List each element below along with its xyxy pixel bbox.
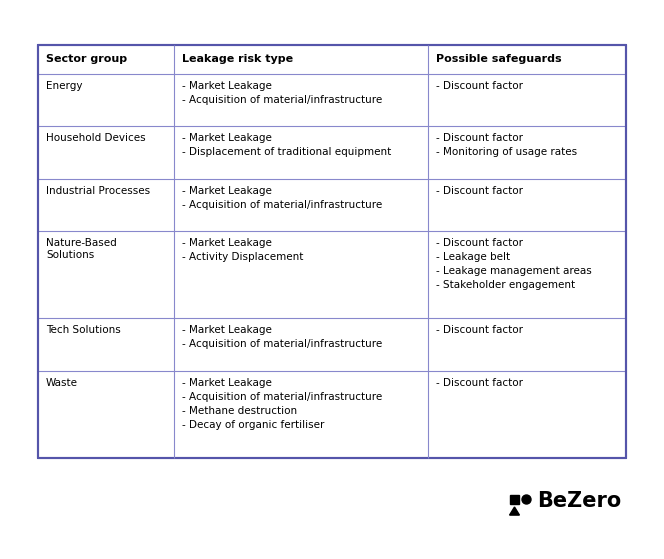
Text: Energy: Energy (46, 80, 82, 91)
Text: Leakage risk type: Leakage risk type (183, 54, 293, 64)
Text: - Market Leakage
- Acquisition of material/infrastructure: - Market Leakage - Acquisition of materi… (183, 325, 382, 349)
Text: - Market Leakage
- Acquisition of material/infrastructure: - Market Leakage - Acquisition of materi… (183, 80, 382, 105)
Text: Tech Solutions: Tech Solutions (46, 325, 121, 335)
Text: - Market Leakage
- Displacement of traditional equipment: - Market Leakage - Displacement of tradi… (183, 133, 392, 157)
Text: - Discount factor: - Discount factor (436, 80, 523, 91)
Text: Household Devices: Household Devices (46, 133, 145, 143)
Text: Nature-Based
Solutions: Nature-Based Solutions (46, 238, 117, 259)
Text: Waste: Waste (46, 378, 78, 387)
Text: - Market Leakage
- Activity Displacement: - Market Leakage - Activity Displacement (183, 238, 304, 262)
Bar (510, 495, 519, 504)
Text: - Discount factor
- Monitoring of usage rates: - Discount factor - Monitoring of usage … (436, 133, 578, 157)
Text: Sector group: Sector group (46, 54, 127, 64)
Text: BeZero: BeZero (537, 491, 622, 511)
Text: - Market Leakage
- Acquisition of material/infrastructure
- Methane destruction
: - Market Leakage - Acquisition of materi… (183, 378, 382, 430)
Text: - Discount factor: - Discount factor (436, 186, 523, 196)
Polygon shape (509, 507, 519, 515)
Text: Possible safeguards: Possible safeguards (436, 54, 562, 64)
Text: - Discount factor: - Discount factor (436, 325, 523, 335)
Circle shape (522, 495, 531, 504)
Text: - Discount factor
- Leakage belt
- Leakage management areas
- Stakeholder engage: - Discount factor - Leakage belt - Leaka… (436, 238, 592, 290)
Bar (38, 45, 626, 458)
Text: Industrial Processes: Industrial Processes (46, 186, 150, 196)
Text: - Market Leakage
- Acquisition of material/infrastructure: - Market Leakage - Acquisition of materi… (183, 186, 382, 210)
Text: - Discount factor: - Discount factor (436, 378, 523, 387)
